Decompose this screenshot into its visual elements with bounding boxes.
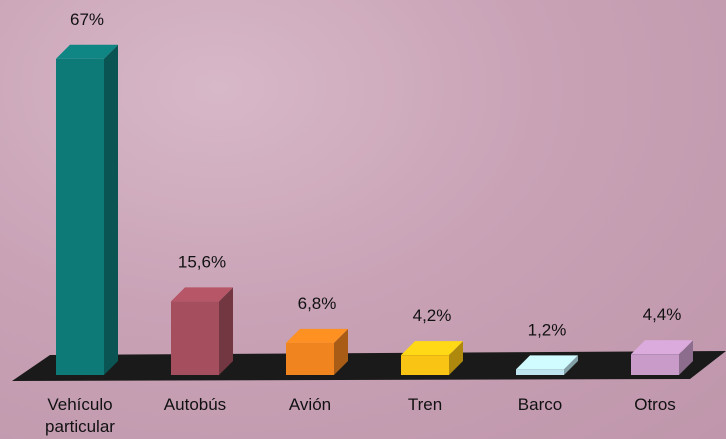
bar-side xyxy=(104,44,118,375)
bar-top xyxy=(286,328,348,343)
value-label: 1,2% xyxy=(528,320,567,339)
bar xyxy=(171,287,233,375)
value-label: 67% xyxy=(70,10,104,29)
category-label: Avión xyxy=(288,395,332,414)
bar xyxy=(516,355,578,375)
bar-front xyxy=(56,58,104,375)
category-label: Barco xyxy=(517,395,563,414)
bar xyxy=(286,328,348,375)
value-label: 4,4% xyxy=(643,305,682,324)
bar-front xyxy=(171,301,219,375)
bar-front xyxy=(631,354,679,375)
bar-top xyxy=(516,355,578,370)
bar xyxy=(56,44,118,375)
value-label: 6,8% xyxy=(298,294,337,313)
bar-front xyxy=(286,342,334,375)
category-label: Vehículo particular xyxy=(45,395,115,436)
bar-front xyxy=(516,369,564,375)
bar-side xyxy=(679,340,693,375)
bar-side xyxy=(449,341,463,375)
value-label: 4,2% xyxy=(413,306,452,325)
floor xyxy=(12,351,726,381)
bar-side xyxy=(219,287,233,375)
bar-top xyxy=(171,287,233,302)
category-label: Autobús xyxy=(163,395,227,414)
bar-side xyxy=(334,328,348,375)
bar-top xyxy=(56,44,118,59)
bar xyxy=(631,340,693,375)
bar xyxy=(401,341,463,375)
category-label: Tren xyxy=(407,395,443,414)
bar-front xyxy=(401,355,449,375)
value-label: 15,6% xyxy=(178,252,226,271)
category-label: Otros xyxy=(634,395,676,414)
bar-top xyxy=(631,340,693,355)
bar-top xyxy=(401,341,463,356)
bar-side xyxy=(564,355,578,375)
